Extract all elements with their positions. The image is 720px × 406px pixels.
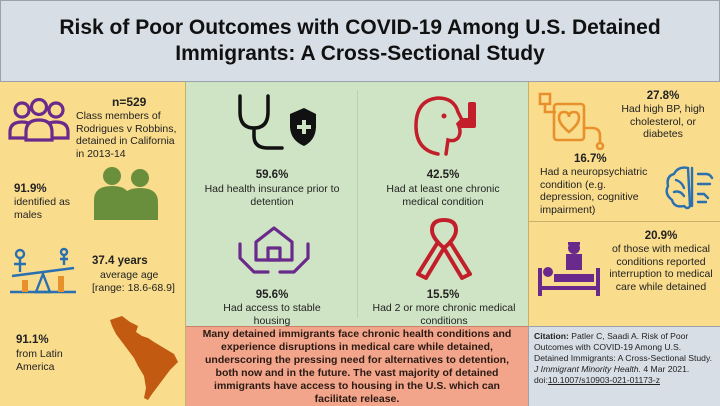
people-icon <box>8 98 70 142</box>
citation-doi-link[interactable]: 10.1007/s10903-021-01173-z <box>547 375 660 385</box>
age-label: average age <box>100 269 159 281</box>
interruption-label: of those with medical conditions reporte… <box>609 243 713 293</box>
heart-monitor-icon <box>538 92 605 150</box>
stethoscope-shield-icon <box>238 94 316 150</box>
age-range: [range: 18.6-68.9] <box>92 282 175 294</box>
citation-authors: Patler C, Saadi A. Risk of Poor Outcomes… <box>534 331 713 363</box>
summary-panel: Many detained immigrants face chronic he… <box>186 326 528 406</box>
latin-america-percent: 91.1% <box>16 334 49 346</box>
multi-chronic-percent: 15.5% <box>426 289 460 301</box>
class-description: Class members of Rodrigues v Robbins, de… <box>76 110 177 160</box>
citation-date: 4 Mar 2021. doi: <box>534 364 690 385</box>
latin-america-map-icon <box>110 316 178 400</box>
seesaw-age-icon <box>10 247 76 294</box>
brain-icon <box>665 166 714 210</box>
chronic-label: Had at least one chronic medical conditi… <box>386 183 500 208</box>
men-silhouette-icon <box>94 167 158 220</box>
citation-panel <box>528 326 720 406</box>
citation: Citation: Patler C, Saadi A. Risk of Poo… <box>534 331 716 386</box>
citation-label: Citation: <box>534 331 569 341</box>
chronic-percent: 42.5% <box>426 169 460 181</box>
sample-size: n=529 <box>112 95 147 109</box>
housing-percent: 95.6% <box>255 289 289 301</box>
bp-percent: 27.8% <box>646 90 680 102</box>
bp-label: Had high BP, high cholesterol, or diabet… <box>621 103 705 140</box>
insurance-percent: 59.6% <box>255 169 289 181</box>
hospital-bed-icon <box>538 242 600 296</box>
multi-chronic-label: Had 2 or more chronic medical conditions <box>372 302 516 327</box>
right-top-panel <box>528 82 720 222</box>
page-title: Risk of Poor Outcomes with COVID-19 Amon… <box>59 16 661 65</box>
insurance-label: Had health insurance prior to detention <box>204 183 340 208</box>
neuro-percent: 16.7% <box>574 153 607 165</box>
interruption-percent: 20.9% <box>644 230 678 242</box>
neuro-label: Had a neuropsychiatric condition (e.g. d… <box>540 166 648 216</box>
hands-house-icon <box>238 226 310 274</box>
males-label: identified as males <box>14 196 71 221</box>
person-inhaler-icon <box>414 96 476 156</box>
age-value: 37.4 years <box>92 255 148 267</box>
middle-divider <box>357 90 358 318</box>
males-percent: 91.9% <box>14 183 47 195</box>
awareness-ribbon-icon <box>416 218 472 280</box>
citation-journal: J Immigrant Minority Health. <box>534 364 641 374</box>
summary-text: Many detained immigrants face chronic he… <box>202 327 512 405</box>
latin-america-label: from Latin America <box>16 348 63 373</box>
title-banner: Risk of Poor Outcomes with COVID-19 Amon… <box>0 0 720 82</box>
housing-label: Had access to stable housing <box>223 302 321 327</box>
